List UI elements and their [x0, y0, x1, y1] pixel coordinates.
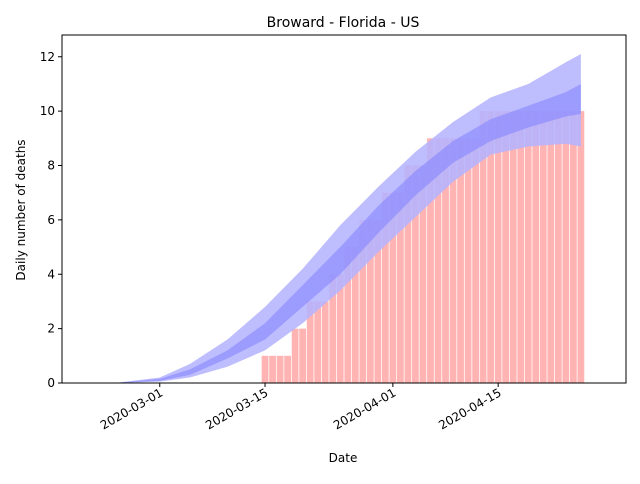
bar [487, 111, 495, 384]
y-tick-label: 6 [47, 213, 55, 227]
plot-area [114, 54, 585, 384]
chart-title: Broward - Florida - US [267, 15, 420, 31]
bar [284, 355, 291, 383]
bar [547, 111, 555, 384]
bar [442, 138, 449, 383]
x-tick-label: 2020-03-15 [203, 385, 270, 432]
y-axis: 0 2 4 6 8 10 12 [40, 50, 62, 390]
bar [261, 355, 269, 383]
bar [569, 111, 577, 384]
y-tick-label: 12 [40, 50, 55, 64]
bar [299, 328, 307, 384]
bar [269, 355, 276, 383]
bar [517, 111, 525, 384]
bar [366, 219, 374, 384]
x-tick-label: 2020-04-15 [436, 385, 503, 432]
y-tick-label: 0 [47, 376, 55, 390]
bar [502, 111, 510, 384]
bar [532, 111, 540, 384]
bar [336, 274, 344, 383]
y-tick-label: 8 [47, 159, 55, 173]
x-axis: 2020-03-01 2020-03-15 2020-04-01 2020-04-15 [98, 383, 504, 432]
bar [562, 111, 570, 384]
bar [412, 165, 419, 383]
axes-frame [61, 34, 627, 384]
y-tick-label: 10 [40, 104, 55, 118]
bar [464, 138, 472, 383]
bar [321, 301, 329, 383]
bar [374, 219, 382, 384]
bar [344, 247, 352, 383]
bar [276, 355, 284, 383]
bar [494, 111, 502, 384]
x-tick-label: 2020-03-01 [98, 385, 165, 432]
bar [427, 138, 434, 383]
bar [404, 165, 412, 383]
bar [509, 111, 517, 384]
bar [419, 165, 427, 383]
bar [314, 301, 322, 383]
bar [479, 111, 487, 384]
x-tick-label: 2020-04-01 [331, 385, 398, 432]
bar [329, 274, 337, 383]
bar [306, 301, 314, 383]
bar [577, 111, 585, 384]
bar [457, 138, 464, 383]
bar [524, 111, 532, 384]
bar [397, 192, 404, 383]
bar [381, 192, 389, 383]
bar [389, 192, 397, 383]
bar [434, 138, 442, 383]
bar [539, 111, 547, 384]
bar [291, 328, 299, 384]
y-axis-label: Daily number of deaths [14, 139, 28, 280]
bar [351, 247, 359, 383]
bar [472, 138, 479, 383]
inner-uncertainty-band [114, 83, 581, 383]
bar [359, 219, 367, 384]
bar [554, 111, 562, 384]
y-tick-label: 2 [47, 322, 55, 336]
y-tick-label: 4 [47, 267, 55, 281]
bar [449, 138, 457, 383]
x-axis-label: Date [329, 451, 358, 465]
